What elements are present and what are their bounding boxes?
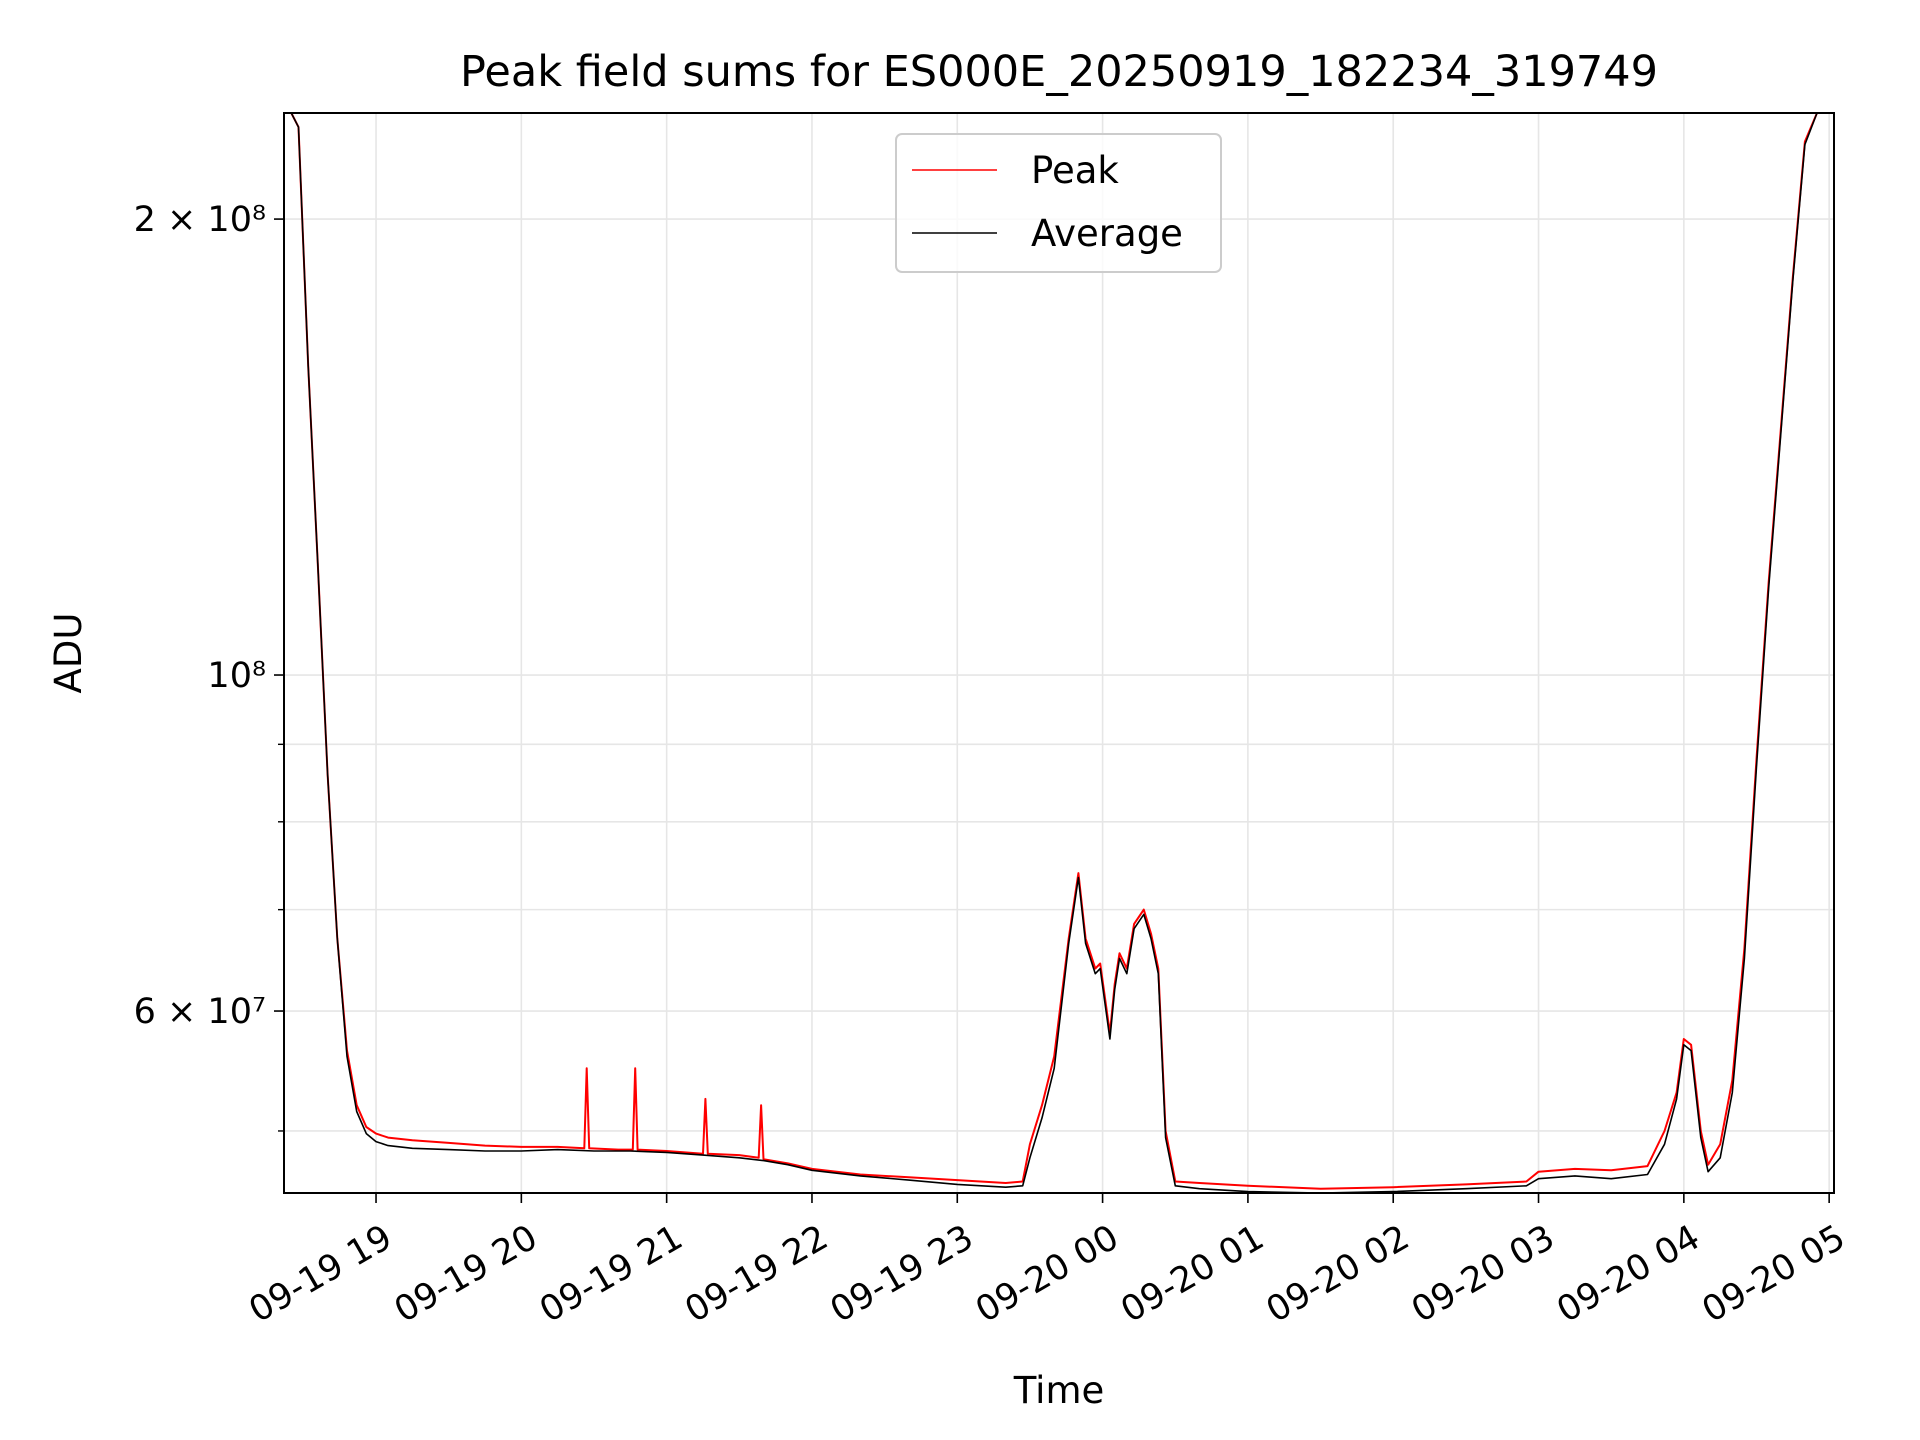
legend-label-average: Average <box>1031 212 1183 255</box>
legend-label-peak: Peak <box>1031 149 1119 192</box>
x-axis-label: Time <box>1013 1369 1105 1412</box>
y-tick-label: 6 × 10⁷ <box>134 992 266 1032</box>
series-line-average <box>284 112 1834 1194</box>
y-axis: 2 × 10⁸ 10⁸ 6 × 10⁷ <box>134 200 284 1132</box>
legend-box <box>895 133 1222 273</box>
y-axis-label: ADU <box>47 613 90 694</box>
series-layer <box>284 112 1834 1194</box>
legend: Peak Average <box>895 133 1222 273</box>
y-tick-label: 10⁸ <box>207 656 266 696</box>
y-tick-label: 2 × 10⁸ <box>134 200 266 240</box>
chart-title: Peak field sums for ES000E_20250919_1822… <box>460 47 1658 97</box>
plot-frame <box>283 112 1835 1194</box>
series-line-peak <box>284 112 1834 1190</box>
